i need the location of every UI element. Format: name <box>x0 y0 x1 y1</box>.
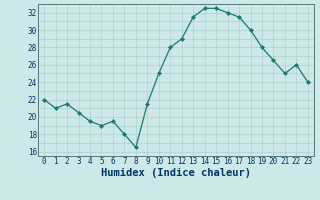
X-axis label: Humidex (Indice chaleur): Humidex (Indice chaleur) <box>101 168 251 178</box>
